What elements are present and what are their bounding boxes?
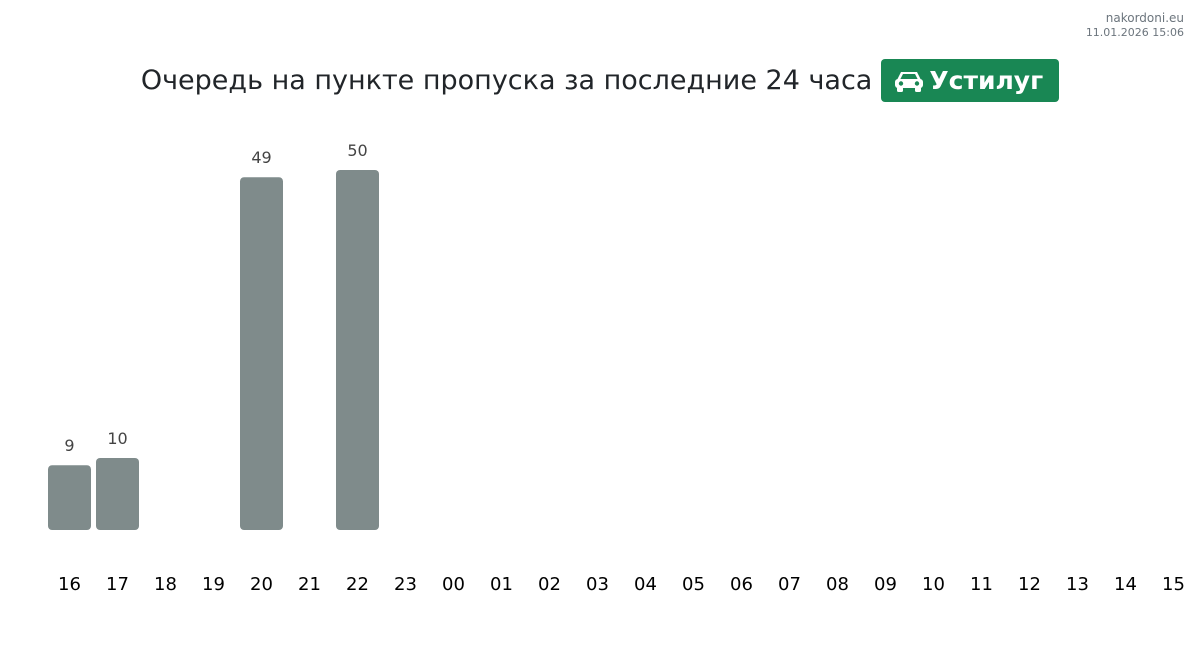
x-tick-label: 20 bbox=[250, 574, 273, 595]
x-tick-label: 21 bbox=[298, 574, 321, 595]
brand-info: nakordoni.eu 11.01.2026 15:06 bbox=[1086, 10, 1184, 41]
bar-value-label: 10 bbox=[107, 429, 127, 448]
x-tick-label: 03 bbox=[586, 574, 609, 595]
checkpoint-badge: Устилуг bbox=[881, 59, 1060, 102]
x-tick-label: 16 bbox=[58, 574, 81, 595]
x-tick-label: 06 bbox=[730, 574, 753, 595]
checkpoint-name: Устилуг bbox=[929, 66, 1044, 95]
bar-17 bbox=[96, 458, 139, 530]
bar-22 bbox=[336, 170, 379, 530]
x-tick-label: 14 bbox=[1114, 574, 1137, 595]
x-tick-label: 13 bbox=[1066, 574, 1089, 595]
x-tick-label: 02 bbox=[538, 574, 561, 595]
x-tick-label: 05 bbox=[682, 574, 705, 595]
x-tick-label: 08 bbox=[826, 574, 849, 595]
bar-value-label: 50 bbox=[347, 141, 367, 160]
bar-value-label: 9 bbox=[64, 436, 74, 455]
x-tick-label: 12 bbox=[1018, 574, 1041, 595]
site-name: nakordoni.eu bbox=[1105, 11, 1184, 25]
x-tick-label: 17 bbox=[106, 574, 129, 595]
x-tick-label: 10 bbox=[922, 574, 945, 595]
x-tick-label: 18 bbox=[154, 574, 177, 595]
x-tick-label: 09 bbox=[874, 574, 897, 595]
x-tick-label: 07 bbox=[778, 574, 801, 595]
x-tick-label: 11 bbox=[970, 574, 993, 595]
timestamp: 11.01.2026 15:06 bbox=[1085, 26, 1184, 40]
x-tick-label: 15 bbox=[1162, 574, 1185, 595]
x-tick-label: 22 bbox=[346, 574, 369, 595]
x-tick-label: 19 bbox=[202, 574, 225, 595]
x-tick-label: 01 bbox=[490, 574, 513, 595]
bar-20 bbox=[240, 177, 283, 530]
x-tick-label: 23 bbox=[394, 574, 417, 595]
chart-title: Очередь на пункте пропуска за последние … bbox=[140, 65, 873, 96]
car-icon bbox=[895, 71, 924, 92]
chart-header: Очередь на пункте пропуска за последние … bbox=[0, 59, 1200, 102]
bar-16 bbox=[48, 465, 91, 530]
x-tick-label: 04 bbox=[634, 574, 657, 595]
bar-value-label: 49 bbox=[251, 148, 271, 167]
x-tick-label: 00 bbox=[442, 574, 465, 595]
